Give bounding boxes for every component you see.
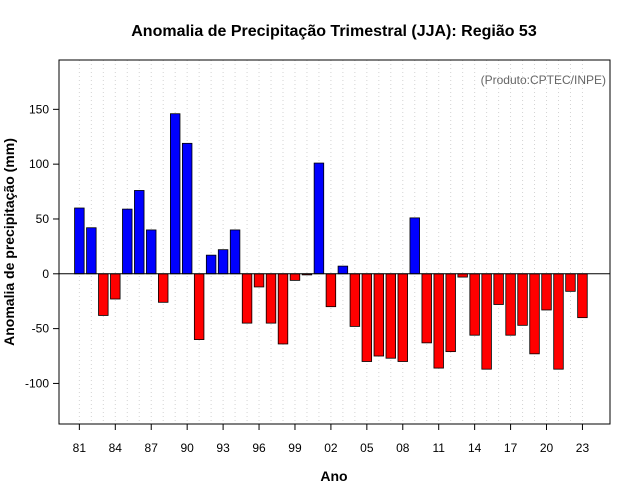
bar-1986	[134, 190, 145, 275]
x-tick-label: 99	[288, 441, 302, 455]
x-axis: 81 84 87 90 93 96 99 02 05 08 11 14 17 20 23	[73, 424, 590, 455]
bar-2003	[337, 265, 349, 275]
x-tick-label: 17	[504, 441, 518, 455]
bar-1984	[110, 273, 121, 300]
bar-2015	[481, 273, 492, 370]
bar-2019	[529, 273, 540, 355]
bar-2002	[325, 273, 337, 308]
bar-2009	[409, 217, 420, 275]
y-axis: -100 -50 0 50 100 150	[25, 102, 59, 390]
bar-1994	[229, 229, 241, 275]
bar-2016	[493, 273, 504, 305]
x-tick-label: 23	[576, 441, 590, 455]
y-tick-label: 50	[36, 212, 50, 226]
bar-2018	[517, 273, 528, 326]
bar-1998	[277, 273, 289, 345]
bar-2004	[349, 273, 361, 327]
chart-title: Anomalia de Precipitação Trimestral (JJA…	[131, 23, 537, 40]
bar-2014	[469, 273, 480, 336]
x-tick-label: 96	[252, 441, 266, 455]
y-axis-label: Anomalia de precipitação (mm)	[1, 138, 17, 346]
x-tick-label: 11	[432, 441, 445, 455]
y-tick-label: 150	[29, 102, 49, 116]
x-tick-label: 90	[180, 441, 194, 455]
bar-2017	[505, 273, 516, 336]
vertical-gridlines	[78, 60, 583, 424]
x-tick-label: 84	[109, 441, 123, 455]
bar-1992	[205, 254, 217, 275]
plot-frame	[58, 59, 611, 425]
y-tick-label: 0	[42, 267, 49, 281]
bar-1999	[289, 273, 301, 281]
bar-1982	[86, 227, 97, 275]
bar-1983	[98, 273, 109, 316]
bar-1981	[74, 207, 85, 275]
x-tick-label: 93	[216, 441, 230, 455]
x-tick-label: 87	[145, 441, 159, 455]
bar-2006	[373, 273, 385, 357]
bar-1989	[169, 113, 181, 275]
x-axis-label: Ano	[320, 468, 347, 484]
x-tick-label: 20	[540, 441, 554, 455]
bar-2005	[361, 273, 373, 362]
bar-2023	[577, 273, 588, 319]
x-tick-label: 05	[360, 441, 374, 455]
credit-note: (Produto:CPTEC/INPE)	[481, 73, 606, 87]
bar-2011	[433, 273, 444, 369]
bars-group	[74, 113, 588, 370]
bar-2008	[397, 273, 408, 362]
bar-2020	[541, 273, 552, 311]
bar-2022	[565, 273, 576, 292]
bar-1997	[265, 273, 277, 324]
bar-1988	[158, 273, 169, 303]
bar-1996	[253, 273, 265, 288]
y-tick-label: 100	[29, 157, 49, 171]
bar-2021	[553, 273, 564, 370]
bar-1985	[122, 208, 133, 275]
y-tick-label: -50	[32, 322, 50, 336]
bar-1995	[241, 273, 253, 324]
bar-1987	[146, 229, 157, 275]
bar-1991	[193, 273, 205, 340]
x-tick-label: 81	[73, 441, 87, 455]
bar-1993	[217, 249, 229, 275]
x-tick-label: 14	[468, 441, 482, 455]
y-tick-label: -100	[25, 376, 49, 390]
x-tick-label: 02	[324, 441, 338, 455]
bar-1990	[181, 142, 193, 275]
bar-2012	[445, 273, 456, 353]
x-tick-label: 08	[396, 441, 410, 455]
bar-2007	[385, 273, 396, 359]
bar-2010	[421, 273, 432, 344]
bar-2001	[313, 162, 325, 275]
